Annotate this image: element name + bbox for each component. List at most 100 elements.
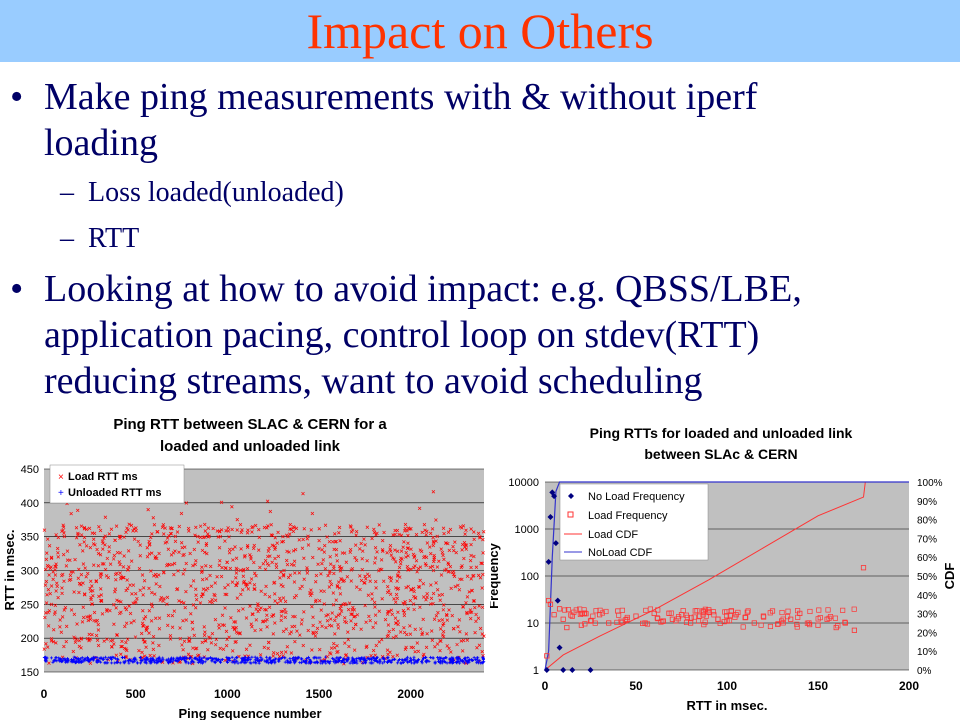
chart1-load-point — [43, 615, 47, 620]
chart1-load-point — [278, 576, 282, 580]
chart1-load-point — [137, 648, 141, 653]
chart1-load-point — [151, 516, 156, 520]
chart1-load-point — [288, 631, 292, 636]
chart1-load-point — [294, 593, 298, 598]
chart1-load-point — [182, 567, 187, 572]
chart1-load-point — [271, 651, 276, 655]
chart1-unloaded-point — [70, 658, 74, 662]
chart1-load-point — [326, 573, 330, 578]
chart1-unloaded-point — [268, 656, 272, 660]
chart1-unloaded-point — [78, 660, 82, 664]
chart1-load-point — [435, 642, 440, 646]
chart1-load-point — [406, 533, 410, 538]
chart1-load-point — [60, 591, 64, 596]
chart1-load-point — [283, 607, 287, 612]
chart1-unloaded-point — [252, 660, 256, 664]
chart1-load-point — [150, 532, 154, 536]
chart1-load-point — [172, 561, 177, 566]
chart1-load-point — [359, 627, 363, 632]
chart1-load-point — [464, 632, 469, 636]
chart1-load-point — [350, 567, 355, 571]
chart1-load-point — [421, 617, 425, 622]
chart1-unloaded-point — [477, 658, 481, 662]
chart1-load-point — [191, 563, 195, 568]
dash-glyph: – — [60, 223, 74, 254]
chart2-load-point — [775, 621, 781, 627]
chart2-load-point — [640, 620, 646, 626]
chart1-load-point — [355, 613, 360, 617]
chart1-load-point — [385, 584, 390, 589]
chart1-unloaded-point — [103, 660, 107, 664]
chart1-unloaded-point — [427, 659, 431, 663]
chart1-unloaded-point — [479, 661, 483, 665]
chart1-load-point — [82, 525, 87, 530]
chart1-load-point — [448, 527, 453, 532]
chart1-load-point — [114, 524, 119, 528]
chart1-load-point — [332, 564, 336, 568]
chart1-load-point — [227, 551, 232, 555]
chart1-load-point — [286, 575, 291, 580]
chart1-load-point — [224, 629, 229, 634]
chart1-load-point — [268, 509, 273, 514]
chart1-load-point — [160, 525, 165, 529]
chart1-load-point — [404, 632, 409, 637]
chart1-unloaded-point — [152, 658, 156, 662]
chart1-load-point — [194, 558, 198, 563]
chart1-load-point — [481, 572, 485, 577]
chart1-load-point — [373, 613, 378, 617]
chart1-load-point — [161, 571, 166, 575]
chart1-load-point — [179, 600, 184, 604]
chart1-load-point — [171, 551, 176, 555]
chart1-load-point — [299, 622, 304, 626]
chart2-load-point — [647, 606, 653, 612]
chart1-load-point — [102, 536, 106, 540]
chart1-load-point — [398, 630, 403, 634]
chart1-unloaded-point — [307, 655, 311, 659]
chart1-load-point — [55, 584, 59, 589]
chart1-load-point — [352, 648, 357, 652]
chart1-load-point — [283, 599, 288, 604]
chart1-load-point — [55, 581, 59, 586]
chart1-unloaded-point — [304, 661, 308, 665]
chart2-load-point — [758, 622, 764, 628]
chart1-load-point — [112, 602, 116, 607]
chart1-load-point — [252, 571, 257, 575]
chart1-load-point — [311, 615, 315, 620]
chart1-load-point — [382, 530, 386, 535]
chart1-load-point — [115, 550, 120, 555]
chart1-load-point — [150, 590, 154, 595]
chart1-load-point — [256, 527, 261, 532]
chart1-unloaded-point — [476, 656, 480, 660]
chart1-load-point — [310, 511, 315, 516]
chart1-load-point — [267, 605, 272, 610]
chart1-unloaded-point — [228, 656, 232, 660]
chart1-load-point — [346, 607, 351, 612]
chart1-load-point — [404, 585, 408, 590]
chart2-y2-ticks: 0%10%20%30%40%50%60%70%80%90%100% — [917, 478, 943, 677]
chart1-load-point — [230, 505, 234, 509]
chart2-load-point — [565, 607, 571, 613]
chart1-load-point — [199, 570, 204, 575]
chart1-load-point — [375, 550, 379, 554]
chart1-unloaded-point — [131, 660, 135, 664]
chart1-unloaded-point — [149, 657, 153, 661]
chart1-load-point — [428, 565, 432, 570]
chart1-load-point — [431, 535, 435, 540]
chart1-load-point — [209, 641, 214, 645]
chart1-load-point — [155, 530, 159, 534]
chart1-load-point — [200, 548, 205, 553]
chart1-unloaded-point — [198, 655, 202, 659]
chart1-load-point — [109, 527, 114, 531]
slide-title: Impact on Others — [306, 3, 654, 59]
chart1-unloaded-point — [410, 658, 414, 662]
chart1-load-point — [108, 562, 113, 566]
chart2-x-ticks: 0 50 100 150 200 — [542, 679, 920, 693]
chart1-load-point — [161, 599, 165, 603]
chart1-unloaded-point — [250, 655, 254, 659]
chart1-load-point — [204, 639, 208, 643]
chart1-load-point — [208, 573, 212, 578]
chart1-load-point — [254, 607, 259, 611]
chart1-load-point — [445, 618, 450, 622]
chart1-load-point — [333, 618, 337, 623]
chart1-load-point — [480, 632, 485, 636]
